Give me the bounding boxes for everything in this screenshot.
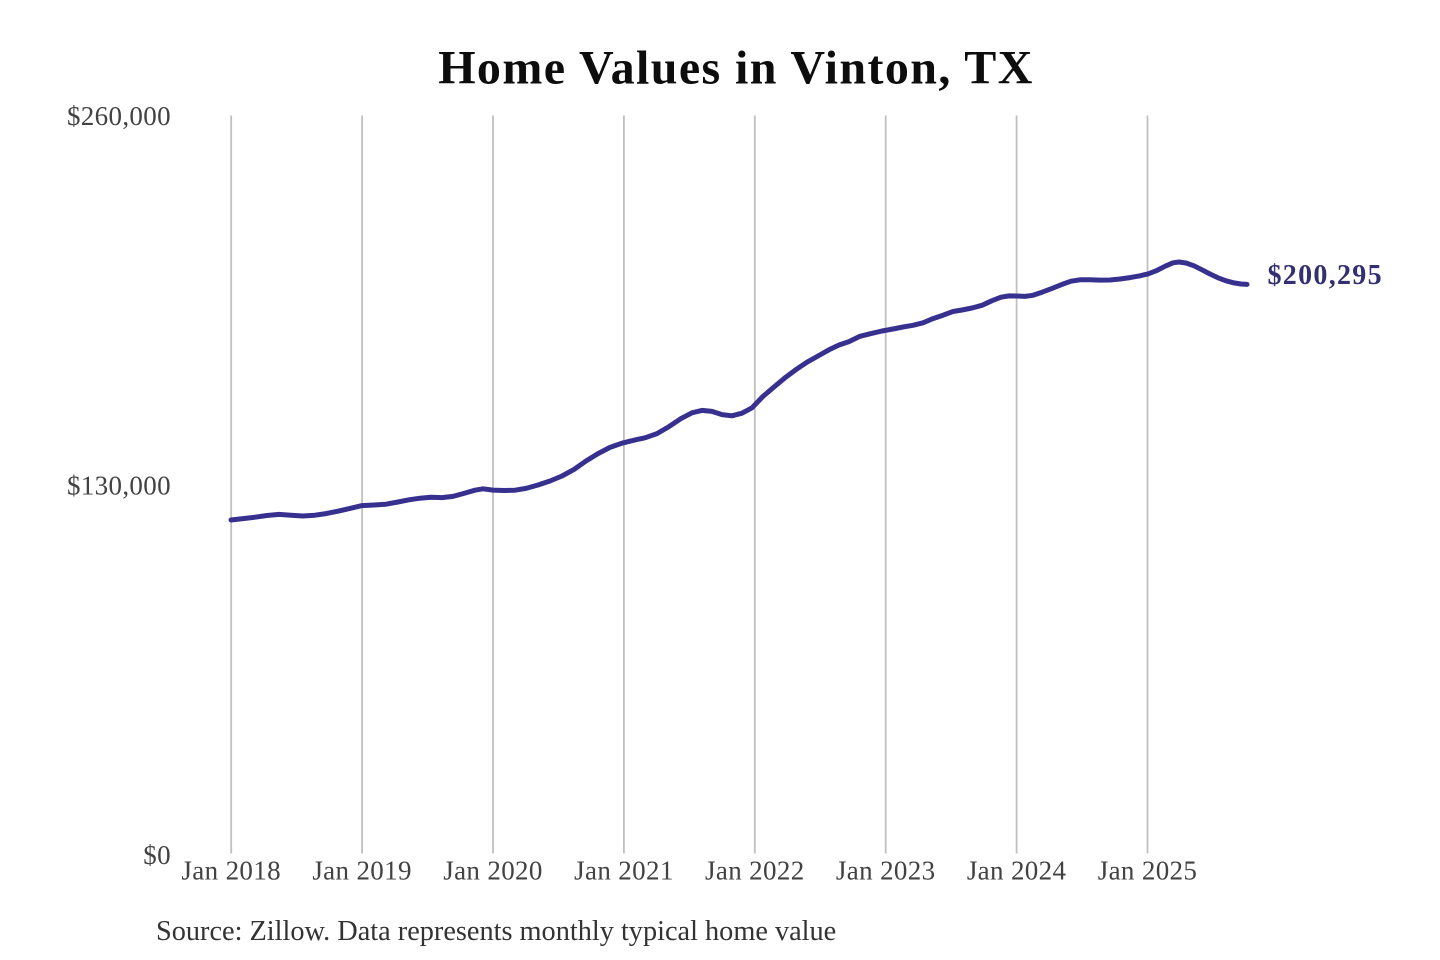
svg-text:Jan 2021: Jan 2021 — [574, 856, 674, 886]
svg-text:Jan 2019: Jan 2019 — [312, 856, 412, 886]
svg-text:Jan 2024: Jan 2024 — [967, 856, 1067, 886]
svg-text:$130,000: $130,000 — [67, 471, 171, 501]
svg-text:Jan 2023: Jan 2023 — [836, 856, 936, 886]
svg-text:$260,000: $260,000 — [67, 101, 171, 131]
svg-text:Jan 2018: Jan 2018 — [181, 856, 281, 886]
svg-text:$0: $0 — [143, 840, 171, 870]
svg-text:Jan 2022: Jan 2022 — [705, 856, 805, 886]
svg-text:Jan 2025: Jan 2025 — [1098, 856, 1198, 886]
svg-text:Home Values in Vinton, TX: Home Values in Vinton, TX — [438, 42, 1034, 95]
svg-text:$200,295: $200,295 — [1268, 260, 1383, 291]
svg-text:Source: Zillow. Data represent: Source: Zillow. Data represents monthly … — [156, 916, 836, 947]
svg-text:Jan 2020: Jan 2020 — [443, 856, 543, 886]
